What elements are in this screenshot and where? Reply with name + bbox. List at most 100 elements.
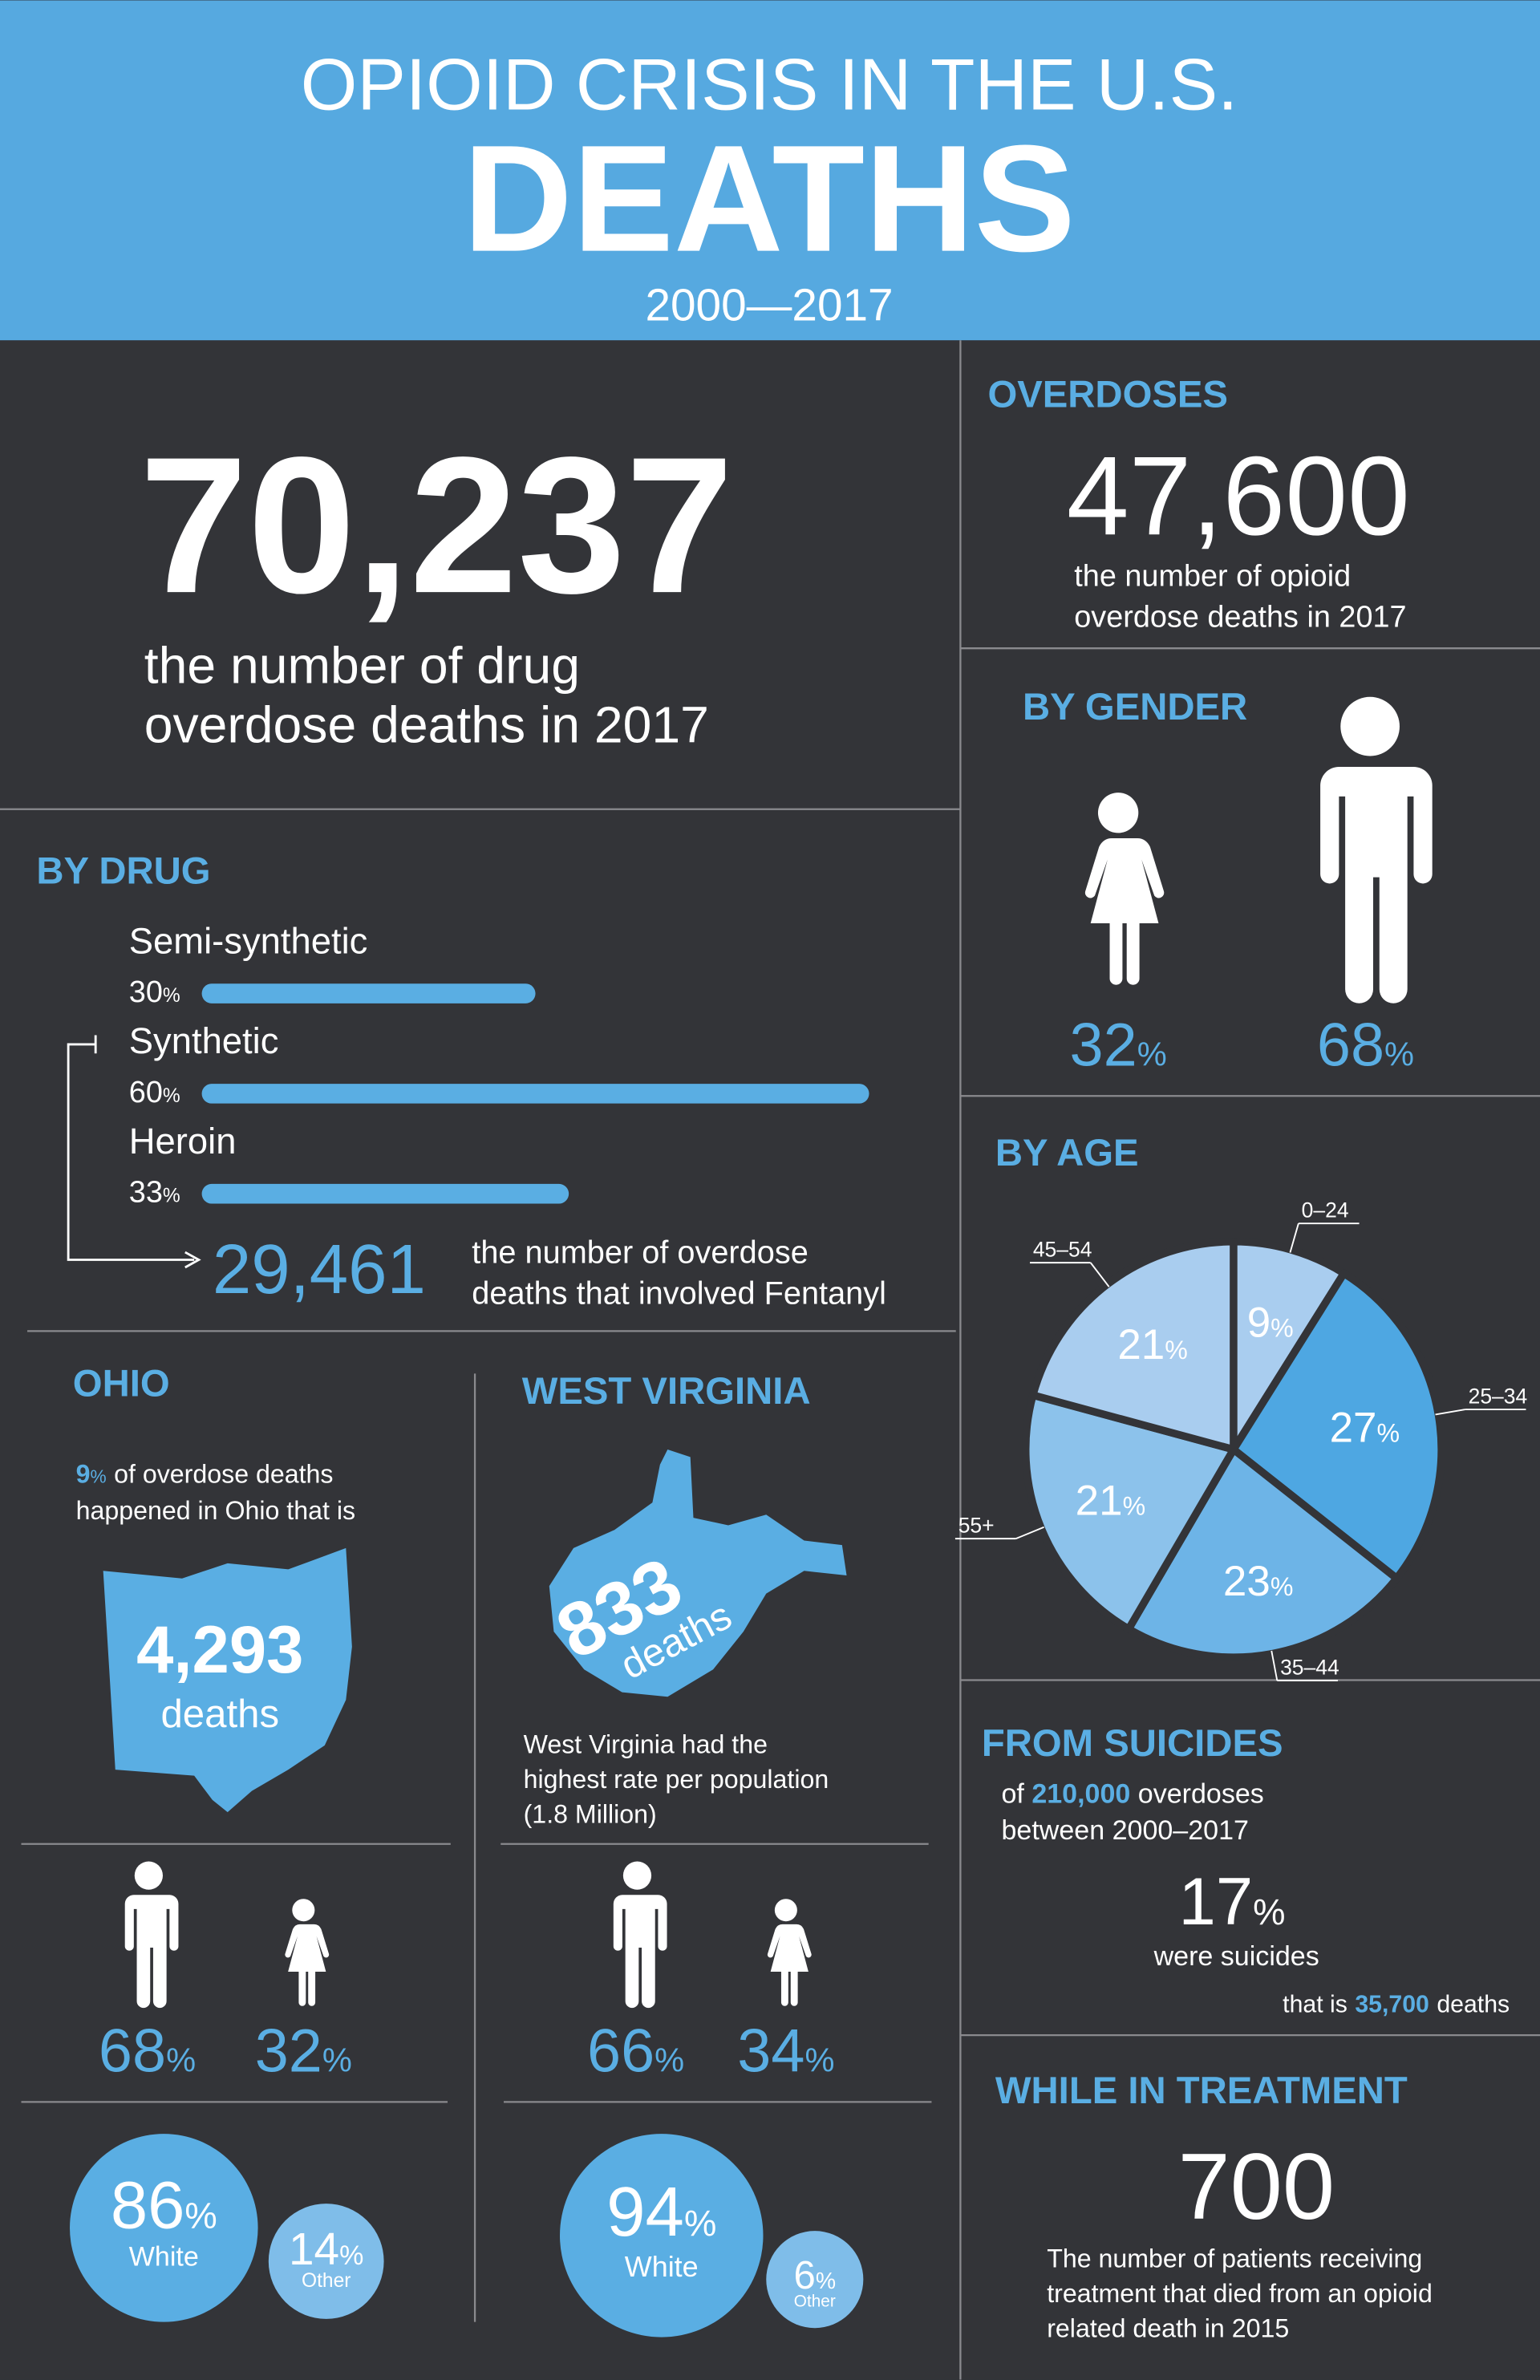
unit: % <box>684 2203 716 2244</box>
gender-label: 32% <box>255 2018 352 2086</box>
race-value: 94% <box>606 2173 716 2251</box>
section-heading: OHIO <box>73 1363 170 1405</box>
treatment-caption: The number of patients receiving <box>1047 2244 1422 2273</box>
bar-category: Synthetic <box>129 1020 279 1061</box>
fentanyl-caption: deaths that involved Fentanyl <box>472 1275 886 1311</box>
race-label: White <box>129 2242 199 2273</box>
value: 94 <box>606 2173 684 2251</box>
value: 27 <box>1330 1405 1377 1452</box>
bar <box>201 1084 869 1104</box>
wv-caption: highest rate per population <box>524 1765 829 1794</box>
suicides-line: of 210,000 overdoses <box>1001 1779 1263 1810</box>
category-label: 0–24 <box>1302 1198 1349 1222</box>
section-heading: WEST VIRGINIA <box>522 1370 811 1413</box>
value: 68 <box>1317 1012 1384 1079</box>
value: 66 <box>587 2018 654 2086</box>
headline: DEATHS <box>463 115 1076 284</box>
category-label: 55+ <box>958 1514 995 1538</box>
category-label: 25–34 <box>1469 1384 1528 1408</box>
suicides-line: between 2000–2017 <box>1001 1815 1248 1846</box>
treatment-caption: related death in 2015 <box>1047 2314 1289 2343</box>
treatment-caption: treatment that died from an opioid <box>1047 2279 1433 2308</box>
category-label: 45–54 <box>1033 1238 1092 1262</box>
race-value: 86% <box>111 2167 217 2242</box>
bar-value-label: 60% <box>129 1076 180 1109</box>
drug-bars: Semi-synthetic 30% Synthetic 60% Heroin 33% <box>129 920 869 1210</box>
text: that is <box>1283 1992 1348 2018</box>
race-label: Other <box>794 2293 836 2311</box>
bar-category: Heroin <box>129 1121 237 1162</box>
unit: % <box>1376 1419 1400 1448</box>
section-heading: WHILE IN TREATMENT <box>995 2070 1408 2112</box>
fentanyl-number: 29,461 <box>213 1231 426 1308</box>
section-heading: OVERDOSES <box>987 373 1228 416</box>
value: 32 <box>1070 1012 1137 1079</box>
slice-label: 27% <box>1330 1405 1400 1452</box>
unit: % <box>339 2240 363 2271</box>
unit: % <box>163 985 180 1007</box>
race-value: 14% <box>289 2224 363 2275</box>
fentanyl-caption: the number of overdose <box>472 1235 808 1270</box>
race-label: Other <box>302 2270 351 2292</box>
value: 14 <box>289 2224 339 2275</box>
category-label: 35–44 <box>1280 1656 1339 1680</box>
value: 60 <box>129 1076 163 1109</box>
unit: % <box>90 1466 106 1487</box>
bar-value-label: 30% <box>129 975 180 1009</box>
value: 23 <box>1223 1558 1270 1605</box>
race-circle <box>766 2231 864 2329</box>
ohio-intro: happened in Ohio that is <box>76 1496 355 1525</box>
value: 86 <box>111 2167 185 2242</box>
gender-label: 34% <box>737 2018 834 2086</box>
value: 9 <box>1247 1299 1270 1346</box>
unit: % <box>163 1186 180 1207</box>
slice-label: 9% <box>1247 1299 1294 1346</box>
unit: % <box>1384 1035 1414 1072</box>
value: 30 <box>129 975 163 1009</box>
section-heading: BY GENDER <box>1023 686 1247 728</box>
ohio-unit: deaths <box>160 1692 279 1736</box>
unit: % <box>816 2269 836 2294</box>
arrow-head <box>184 1251 201 1269</box>
gender-label: 32% <box>1070 1012 1167 1079</box>
total-number: 70,237 <box>140 417 734 634</box>
treatment-number: 700 <box>1177 2134 1335 2239</box>
text: of <box>1001 1779 1024 1810</box>
unit: % <box>1270 1313 1294 1342</box>
text: deaths <box>1437 1992 1510 2018</box>
overdoses-caption: the number of opioid <box>1074 560 1351 594</box>
leader-line <box>1289 1222 1299 1253</box>
bar <box>201 983 536 1003</box>
value: 6 <box>794 2253 816 2297</box>
race-value: 6% <box>794 2253 837 2297</box>
unit: % <box>1270 1572 1294 1601</box>
overdoses-caption: overdose deaths in 2017 <box>1074 601 1406 635</box>
bar-category: Semi-synthetic <box>129 920 368 961</box>
unit: % <box>1253 1891 1285 1932</box>
leader-line <box>1089 1262 1110 1287</box>
wv-map <box>549 1449 847 1697</box>
ohio-intro: 9% of overdose deaths <box>76 1460 334 1489</box>
suicides-caption: were suicides <box>1153 1941 1319 1972</box>
suicides-line: that is 35,700 deaths <box>1283 1992 1510 2018</box>
unit: % <box>322 2041 352 2079</box>
leader-line <box>1015 1526 1044 1539</box>
leader-line <box>1270 1650 1279 1681</box>
ohio-number: 4,293 <box>136 1612 303 1687</box>
age-pie: 9% 0–24 27% 25–34 23% 35–44 21% 55+ 21% 45–54 <box>954 1198 1528 1682</box>
suicides-share: 17% <box>1179 1864 1286 1939</box>
number: 35,700 <box>1355 1992 1429 2018</box>
bracket <box>67 1035 195 1261</box>
text: of overdose deaths <box>114 1460 333 1489</box>
value: 17 <box>1179 1864 1254 1939</box>
unit: % <box>804 2041 834 2079</box>
section-heading: BY DRUG <box>36 849 210 892</box>
slice-label: 21% <box>1076 1478 1145 1525</box>
unit: % <box>166 2041 196 2079</box>
gender-label: 68% <box>1317 1012 1414 1079</box>
race-circle <box>560 2134 764 2337</box>
wv-caption: West Virginia had the <box>524 1729 768 1758</box>
bar <box>201 1183 569 1204</box>
slice-label: 23% <box>1223 1558 1294 1605</box>
